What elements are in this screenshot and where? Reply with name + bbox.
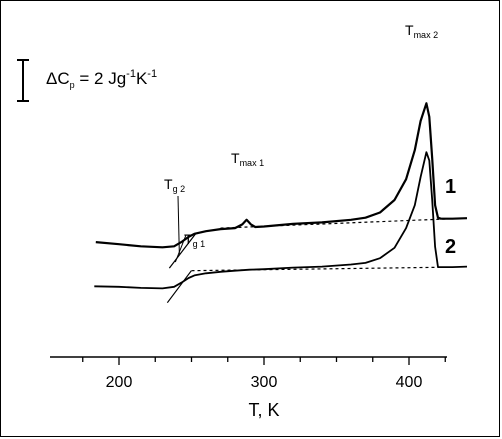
- tg2-tangent-mark: [168, 233, 196, 269]
- series-line-2: [94, 151, 468, 290]
- tmax2-label: Tmax 2: [405, 22, 438, 40]
- x-tick-label-200: 200: [106, 374, 133, 391]
- tg2-label: Tg 2: [164, 176, 185, 194]
- scale-bar-label: ΔCp = 2 Jg-1K-1: [46, 68, 157, 90]
- x-tick-label-300: 300: [251, 374, 278, 391]
- curve-2-label: 2: [445, 236, 456, 258]
- tg1-tangent-mark: [166, 270, 192, 304]
- x-tick-label-400: 400: [396, 374, 423, 391]
- tmax1-label: Tmax 1: [231, 150, 264, 168]
- tg1-label: Tg 1: [184, 231, 205, 249]
- tg1-pointer: [174, 234, 187, 263]
- curve-1-label: 1: [445, 176, 456, 198]
- x-axis-ticks: [82, 357, 446, 365]
- tg2-pointer: [177, 195, 180, 255]
- scale-bar: [17, 59, 29, 102]
- series-line-1: [95, 102, 468, 249]
- x-axis-title: T, K: [248, 400, 279, 420]
